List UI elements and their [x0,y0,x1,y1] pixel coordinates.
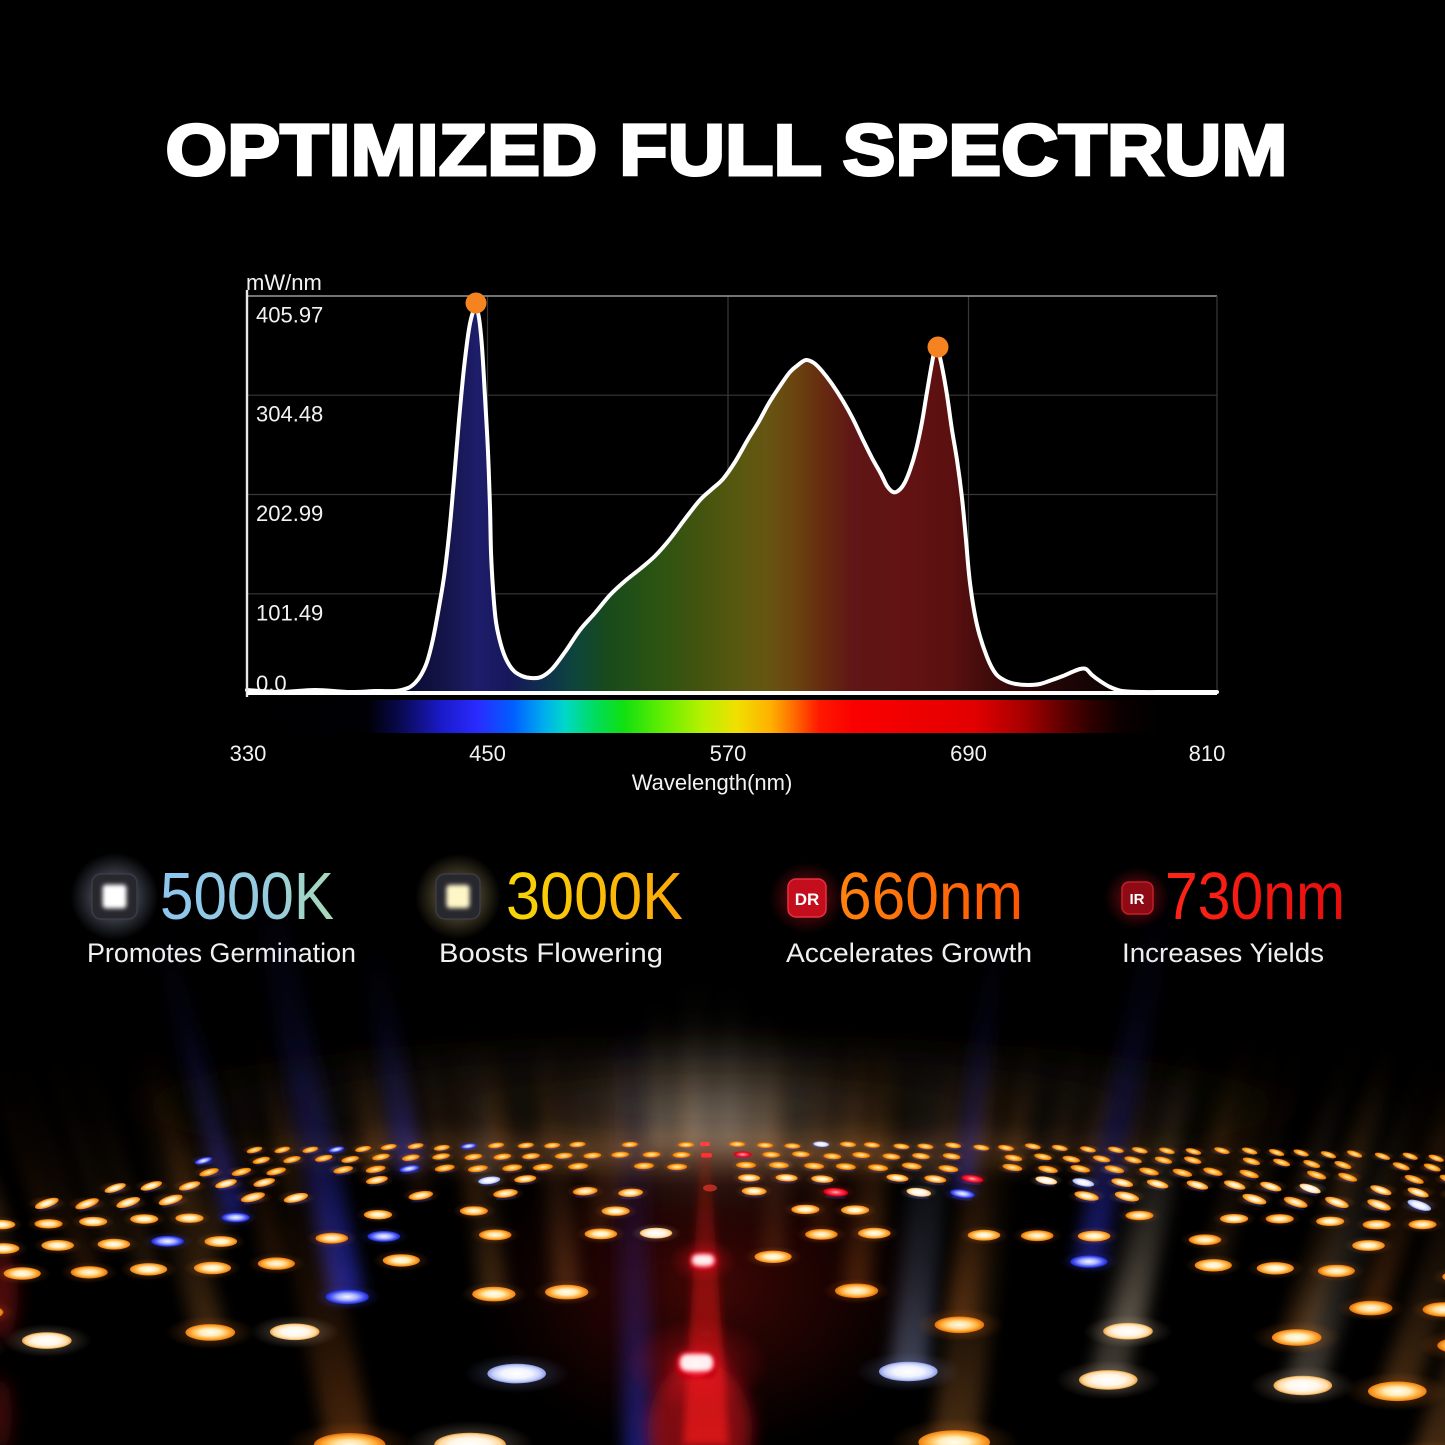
svg-text:202.99: 202.99 [256,501,323,526]
svg-text:Wavelength(nm): Wavelength(nm) [632,770,793,795]
svg-text:Boosts Flowering: Boosts Flowering [439,938,663,968]
svg-text:Promotes Germination: Promotes Germination [87,938,356,968]
svg-text:101.49: 101.49 [256,601,323,626]
svg-text:3000K: 3000K [506,859,683,934]
svg-text:450: 450 [469,741,506,766]
svg-text:660nm: 660nm [838,859,1023,934]
svg-text:OPTIMIZED FULL SPECTRUM: OPTIMIZED FULL SPECTRUM [166,111,1288,191]
svg-text:IR: IR [1130,891,1145,908]
svg-text:0.0: 0.0 [256,671,287,696]
svg-text:330: 330 [230,741,267,766]
svg-text:mW/nm: mW/nm [246,270,322,295]
svg-text:570: 570 [710,741,747,766]
svg-text:304.48: 304.48 [256,402,323,427]
svg-text:690: 690 [950,741,987,766]
svg-text:810: 810 [1189,741,1226,766]
svg-text:405.97: 405.97 [256,303,323,328]
svg-text:DR: DR [795,890,820,909]
svg-text:5000K: 5000K [160,859,334,934]
svg-text:730nm: 730nm [1165,859,1345,934]
